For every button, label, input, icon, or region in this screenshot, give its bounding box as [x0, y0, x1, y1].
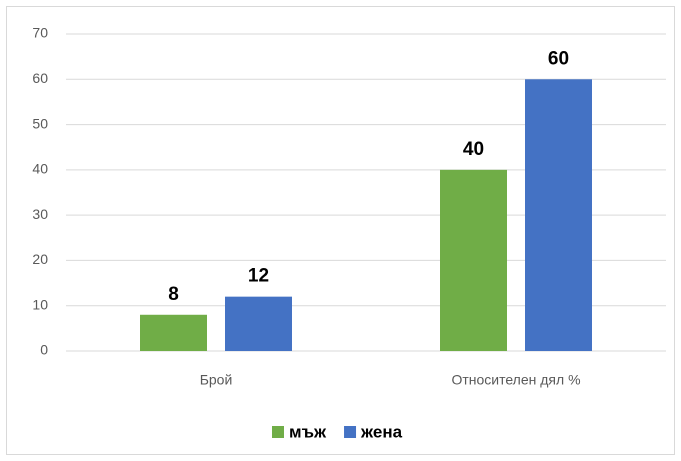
data-label: 60: [548, 48, 569, 69]
legend-label: жена: [360, 422, 403, 441]
data-label: 8: [168, 284, 179, 305]
bar: [140, 314, 207, 351]
y-tick-label: 10: [32, 296, 48, 312]
y-tick-label: 60: [32, 70, 48, 86]
data-label: 40: [463, 139, 484, 160]
bar: [525, 79, 592, 352]
y-tick-label: 70: [32, 25, 48, 41]
y-tick-label: 40: [32, 161, 48, 177]
legend-swatch: [344, 426, 357, 438]
x-tick-label: Относителен дял %: [451, 372, 580, 388]
legend-swatch: [272, 426, 284, 438]
y-tick-label: 30: [32, 206, 48, 222]
y-tick-label: 20: [32, 251, 48, 267]
y-tick-label: 0: [40, 342, 48, 358]
y-tick-label: 50: [32, 115, 48, 131]
x-tick-label: Брой: [200, 372, 233, 388]
bar: [440, 169, 507, 351]
bar: [225, 296, 292, 351]
data-label: 12: [248, 266, 269, 287]
legend-label: мъж: [289, 422, 327, 441]
